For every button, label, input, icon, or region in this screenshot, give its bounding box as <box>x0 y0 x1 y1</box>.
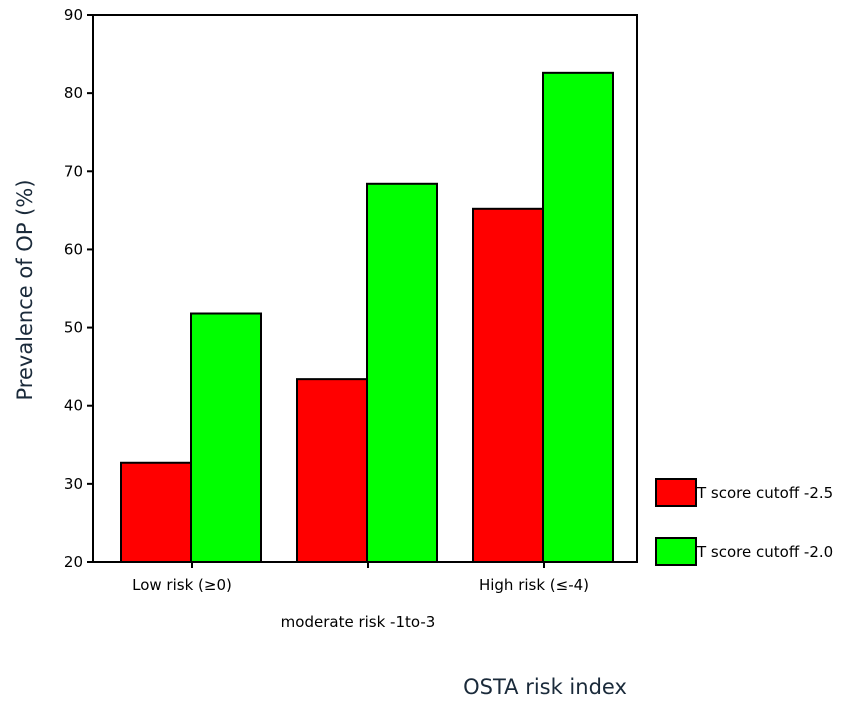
x-category-label: High risk (≤-4) <box>479 576 589 594</box>
legend-label: T score cutoff -2.0 <box>696 543 833 561</box>
y-tick-label: 60 <box>64 240 83 258</box>
bar <box>120 461 192 564</box>
y-tick-label: 30 <box>64 475 83 493</box>
plot-area: 20 30 40 50 60 70 80 90 Low risk (≥0) moderate ri… <box>64 6 638 631</box>
y-tick-label: 40 <box>64 397 83 415</box>
x-category-label: Low risk (≥0) <box>132 576 232 594</box>
x-axis-title: OSTA risk index <box>463 675 627 699</box>
bar <box>472 207 544 563</box>
bar <box>366 182 438 563</box>
legend: T score cutoff -2.5 T score cutoff -2.0 <box>655 478 833 566</box>
y-tick-label: 90 <box>64 6 83 24</box>
y-axis-title: Prevalence of OP (%) <box>13 179 37 400</box>
y-tick-label: 20 <box>64 553 83 571</box>
bar <box>542 71 614 563</box>
legend-swatch <box>655 478 697 507</box>
y-tick-label: 70 <box>64 162 83 180</box>
legend-swatch <box>655 537 697 566</box>
y-tick-label: 50 <box>64 319 83 337</box>
bar <box>296 378 368 563</box>
y-tick-label: 80 <box>64 84 83 102</box>
x-category-label: moderate risk -1to-3 <box>281 613 436 631</box>
legend-label: T score cutoff -2.5 <box>696 484 833 502</box>
bar <box>190 312 262 563</box>
